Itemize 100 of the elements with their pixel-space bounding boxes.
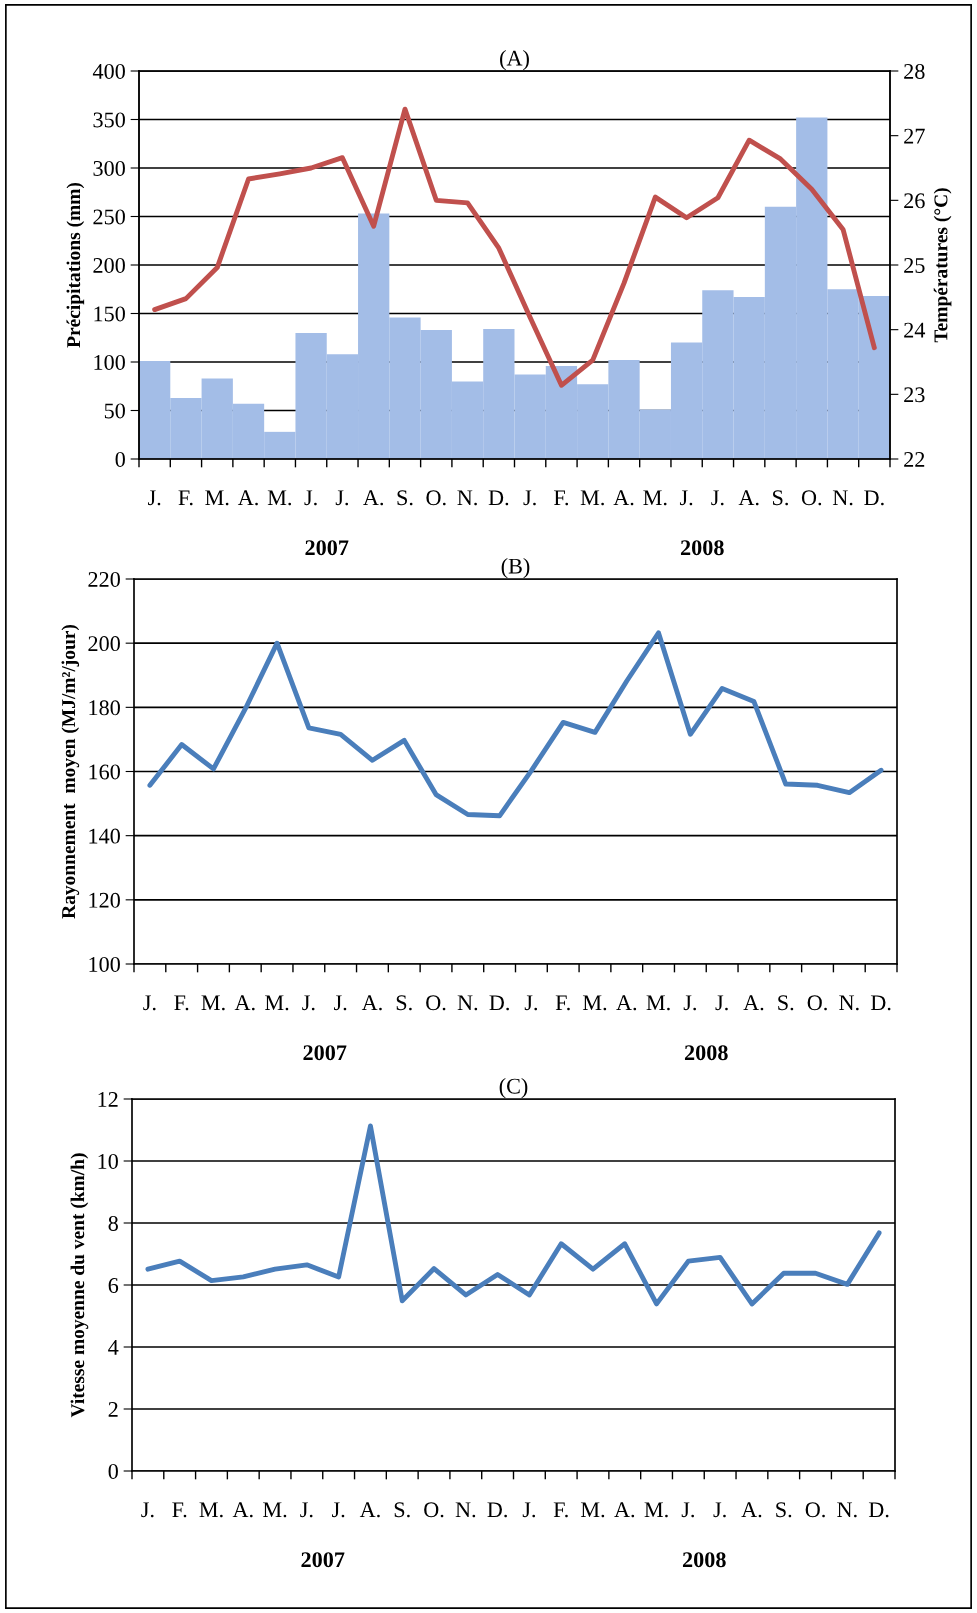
x-tick-label: D. [864, 490, 884, 506]
x-tick-label: M. [205, 490, 229, 506]
x-tick-label: N. [457, 490, 477, 506]
x-tick-label: A. [616, 995, 637, 1011]
x-tick-label: J. [683, 995, 696, 1011]
y-tick-label: 350 [93, 112, 125, 128]
y-tick-label: 300 [93, 160, 125, 176]
y-tick-label: 10 [98, 1153, 118, 1169]
x-tick-label: A. [614, 1502, 635, 1518]
x-tick-label: A. [363, 490, 384, 506]
y-tick-label: 250 [93, 209, 125, 225]
x-tick-label: M. [265, 995, 289, 1011]
x-tick-label: D. [868, 1502, 889, 1518]
y-tick-label: 12 [98, 1091, 118, 1107]
y-tick-label: 8 [108, 1215, 118, 1231]
x-tick-label: S. [397, 490, 413, 506]
text: 2008 [684, 1045, 728, 1061]
x-tick-label: D. [870, 995, 891, 1011]
y-axis-title: Rayonnement moyen (MJ/m²/jour) [61, 624, 80, 919]
y2-tick-label: 25 [904, 257, 925, 273]
x-tick-label: F. [553, 1502, 568, 1518]
x-tick-label: S. [394, 1502, 410, 1518]
x-tick-label: F. [172, 1502, 187, 1518]
x-tick-label: D. [488, 490, 509, 506]
y-tick-label: 140 [89, 828, 120, 844]
x-tick-label: S. [776, 1502, 792, 1518]
x-tick-label: A. [741, 1502, 762, 1518]
x-tick-label: M. [201, 995, 225, 1011]
y-tick-label: 0 [108, 1463, 118, 1479]
x-tick-label: M. [267, 490, 291, 506]
x-tick-label: J. [715, 995, 728, 1011]
x-tick-label: F. [178, 490, 193, 506]
y2-tick-label: 28 [904, 63, 925, 79]
y2-tick-label: 23 [904, 387, 925, 403]
x-tick-label: A. [738, 490, 759, 506]
line-series [152, 106, 877, 388]
x-tick-label: J. [334, 995, 347, 1011]
x-tick-label: J. [713, 1502, 726, 1518]
x-tick-label: M. [580, 490, 604, 506]
x-tick-label: M. [263, 1502, 287, 1518]
x-tick-label: M. [199, 1502, 223, 1518]
x-tick-label: J. [300, 1502, 313, 1518]
y-tick-label: 220 [88, 571, 120, 587]
x-tick-label: A. [361, 995, 382, 1011]
x-tick-label: O. [426, 490, 446, 506]
text: 2007 [305, 540, 349, 556]
y-tick-label: 160 [89, 764, 120, 780]
x-tick-label: A. [234, 995, 255, 1011]
y-tick-label: 6 [108, 1277, 119, 1293]
x-tick-label: J. [679, 490, 693, 506]
text: 2008 [682, 1552, 726, 1568]
x-tick-label: N. [455, 1502, 476, 1518]
x-tick-label: J. [523, 490, 536, 506]
x-tick-label: O. [426, 995, 446, 1011]
x-tick-label: J. [141, 1502, 154, 1518]
x-tick-label: J. [304, 490, 317, 506]
x-tick-label: S. [396, 995, 412, 1011]
y2-tick-label: 22 [904, 451, 925, 467]
x-tick-label: A. [743, 995, 764, 1011]
line-series [147, 630, 884, 819]
x-tick-label: A. [613, 490, 634, 506]
x-tick-label: M. [580, 1502, 605, 1518]
x-tick-label: N. [457, 995, 478, 1011]
x-tick-label: O. [424, 1502, 444, 1518]
x-tick-label: J. [524, 995, 538, 1011]
x-tick-label: M. [643, 490, 667, 506]
chart-title: (A) [500, 50, 529, 71]
x-tick-label: J. [335, 490, 349, 506]
x-tick-label: A. [359, 1502, 380, 1518]
x-tick-label: N. [837, 1502, 857, 1518]
x-tick-label: O. [801, 490, 822, 506]
x-tick-label: N. [832, 490, 853, 506]
y-tick-label: 100 [89, 956, 120, 972]
x-tick-label: F. [554, 490, 569, 506]
x-tick-label: N. [839, 995, 859, 1011]
chart-title: (B) [501, 558, 530, 579]
x-tick-label: A. [237, 490, 258, 506]
y-tick-label: 100 [94, 354, 125, 370]
x-tick-label: A. [232, 1502, 253, 1518]
x-tick-label: J. [522, 1502, 536, 1518]
text: 2008 [680, 540, 724, 556]
x-tick-label: O. [807, 995, 827, 1011]
y-tick-label: 180 [89, 700, 120, 716]
y-axis-title: Vitesse moyenne du vent (km/h) [70, 1153, 89, 1418]
x-tick-label: J. [332, 1502, 345, 1518]
y2-tick-label: 26 [904, 193, 925, 209]
x-tick-label: J. [143, 995, 156, 1011]
x-tick-label: S. [773, 490, 788, 506]
x-tick-label: M. [644, 1502, 668, 1518]
y2-tick-label: 24 [904, 322, 926, 338]
y2-axis-title: Températures (°C) [933, 188, 952, 343]
x-tick-label: J. [711, 490, 724, 506]
x-tick-label: O. [805, 1502, 825, 1518]
line-series [145, 1123, 882, 1307]
y-tick-label: 150 [94, 306, 125, 322]
x-tick-label: J. [681, 1502, 694, 1518]
x-tick-label: J. [302, 995, 315, 1011]
x-tick-label: M. [646, 995, 670, 1011]
x-tick-label: J. [148, 490, 161, 506]
x-tick-label: D. [487, 1502, 507, 1518]
